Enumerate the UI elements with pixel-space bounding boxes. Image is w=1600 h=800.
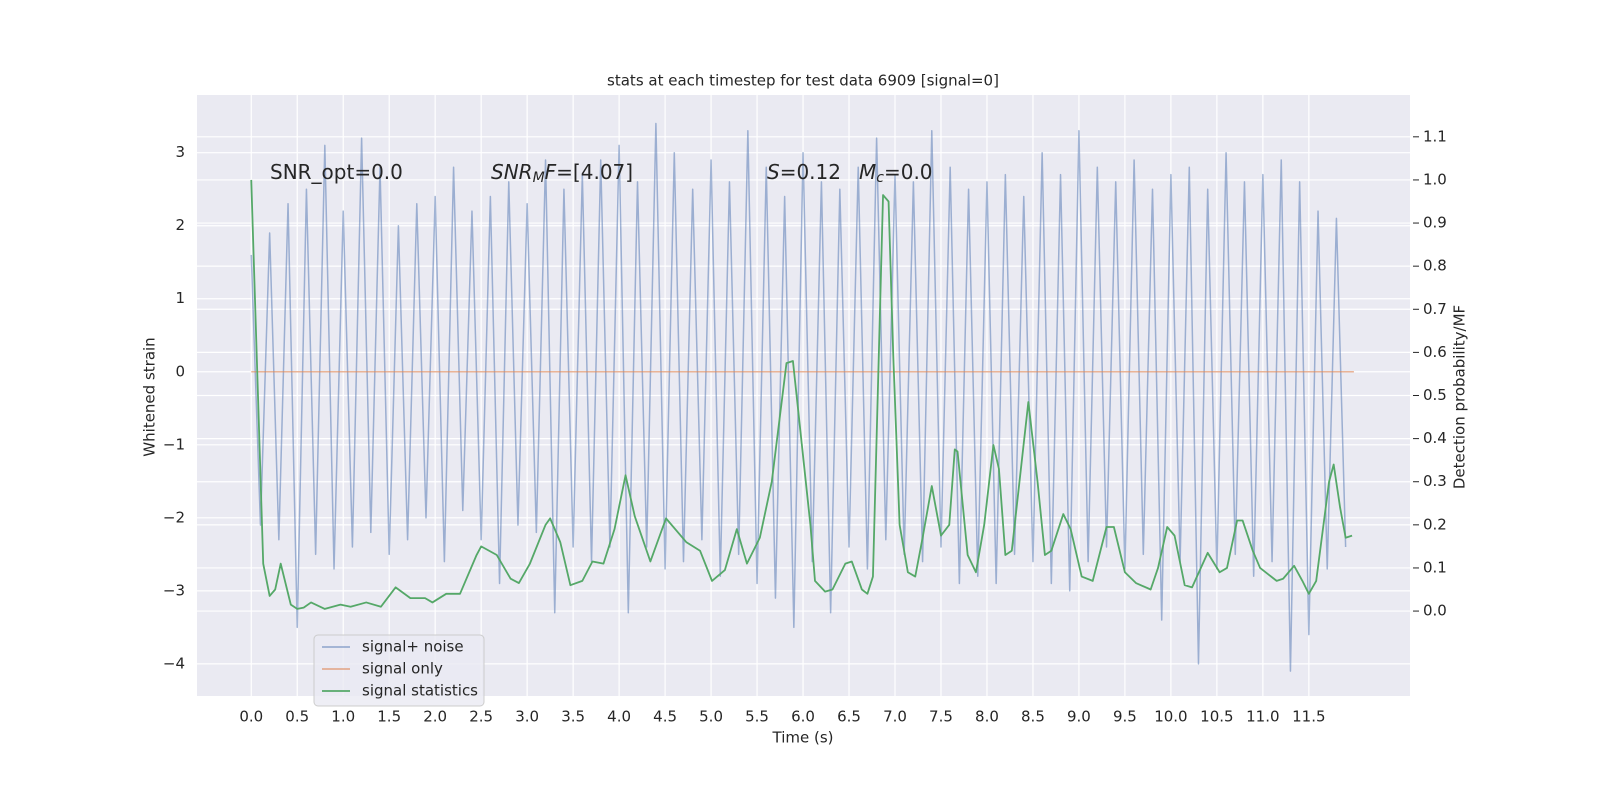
annotation-part: =0.12 [780,160,841,184]
y-tick-label: 3 [175,143,185,161]
y-tick-label: −1 [163,435,185,453]
annotation-part: F [545,160,557,184]
y2-tick-label: 0.7 [1423,300,1447,318]
annotation-part: M [533,170,545,186]
annotation: S=0.12 [767,160,841,184]
x-tick-label: 5.5 [745,708,769,726]
x-tick-label: 1.5 [377,708,401,726]
annotation: SNRMF=[4.07] [491,160,633,187]
legend-box [313,634,485,707]
x-tick-label: 5.0 [699,708,723,726]
y2-tick-label: 0.0 [1423,602,1447,620]
x-tick-label: 3.5 [561,708,585,726]
x-tick-label: 9.0 [1067,708,1091,726]
x-tick-label: 11.5 [1292,708,1325,726]
x-tick-label: 10.5 [1200,708,1233,726]
y2-tick-label: 0.8 [1423,257,1447,275]
y2-tick-label: 0.5 [1423,386,1447,404]
y-axis-label: Whitened strain [141,337,159,456]
y2-tick-label: 0.6 [1423,343,1447,361]
x-tick-label: 1.0 [331,708,355,726]
x-tick-label: 2.0 [423,708,447,726]
y-tick-label: −4 [163,654,185,672]
x-axis-label: Time (s) [772,729,834,747]
x-tick-label: 6.5 [837,708,861,726]
x-tick-label: 0.5 [285,708,309,726]
y2-tick-label: 0.9 [1423,214,1447,232]
chart-title: stats at each timestep for test data 690… [607,72,999,90]
legend-label: signal only [362,660,443,678]
annotation-part: S [767,160,780,184]
x-tick-label: 4.5 [653,708,677,726]
y2-tick-label: 0.1 [1423,558,1447,576]
annotation: Mc=0.0 [859,160,933,187]
x-tick-label: 6.0 [791,708,815,726]
y2-tick-label: 1.0 [1423,170,1447,188]
annotation-part: =[4.07] [556,160,633,184]
x-tick-label: 2.5 [469,708,493,726]
x-tick-label: 9.5 [1113,708,1137,726]
y-tick-label: −3 [163,581,185,599]
y2-tick-label: 0.4 [1423,429,1447,447]
x-tick-label: 7.5 [929,708,953,726]
x-tick-label: 8.0 [975,708,999,726]
x-tick-label: 3.0 [515,708,539,726]
annotation-part: M [859,160,876,184]
x-tick-label: 0.0 [239,708,263,726]
y2-axis-label: Detection probability/MF [1451,305,1469,489]
legend: signal+ noise signal only signal statistic… [313,634,485,707]
series-line [250,179,1353,610]
x-tick-label: 8.5 [1021,708,1045,726]
legend-label: signal statistics [362,682,478,700]
x-tick-label: 10.0 [1154,708,1187,726]
x-tick-label: 4.0 [607,708,631,726]
y-tick-label: −2 [163,508,185,526]
y2-tick-label: 0.2 [1423,515,1447,533]
y-tick-label: 2 [175,216,185,234]
y2-tick-label: 0.3 [1423,472,1447,490]
annotation-part: =0.0 [884,160,933,184]
y-tick-label: 1 [175,289,185,307]
annotation-part: c [876,170,884,186]
y-tick-label: 0 [175,362,185,380]
legend-label: signal+ noise [362,638,464,656]
x-tick-label: 7.0 [883,708,907,726]
annotation-part: SNR [491,160,533,184]
y2-tick-label: 1.1 [1423,127,1447,145]
x-tick-label: 11.0 [1246,708,1279,726]
annotation-part: SNR_opt=0.0 [270,160,403,184]
annotation: SNR_opt=0.0 [270,160,403,184]
